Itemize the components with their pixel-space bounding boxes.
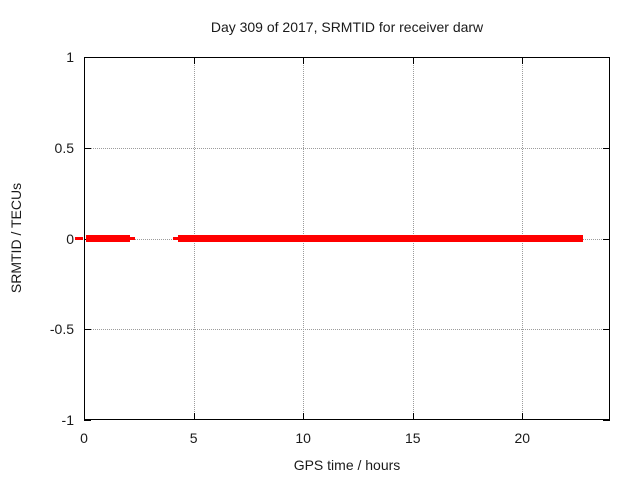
- y-tick-right: [603, 238, 610, 240]
- data-line-segment: [177, 235, 583, 242]
- y-tick-left: [84, 147, 91, 149]
- y-tick-left: [84, 420, 91, 421]
- x-tick-label: 15: [405, 430, 421, 446]
- y-tick-right: [603, 147, 610, 149]
- x-tick-label: 20: [514, 430, 531, 446]
- y-tick-label: 0: [66, 230, 74, 247]
- y-tick-left: [84, 329, 91, 331]
- x-tick-bottom: [412, 413, 414, 420]
- data-line-sparse-mark: [130, 237, 135, 240]
- y-tick-left: [84, 57, 91, 58]
- x-axis-label: GPS time / hours: [293, 457, 401, 473]
- data-line-sparse-mark: [173, 237, 178, 240]
- x-tick-bottom: [522, 413, 524, 420]
- y-tick-label: 1: [66, 49, 74, 65]
- y-tick-right: [603, 329, 610, 331]
- x-tick-top: [193, 57, 195, 64]
- x-tick-label: 10: [295, 430, 311, 446]
- x-tick-top: [522, 57, 524, 64]
- data-line-sparse-mark: [75, 237, 84, 240]
- x-tick-top: [412, 57, 414, 64]
- y-tick-label: -1: [61, 412, 74, 428]
- y-gridline: [84, 329, 610, 331]
- x-tick-bottom: [303, 413, 305, 420]
- x-tick-label: 5: [189, 430, 198, 446]
- y-tick-right: [603, 420, 610, 421]
- x-tick-top: [84, 57, 85, 64]
- data-line-segment: [85, 235, 130, 242]
- y-tick-label: 0.5: [54, 139, 74, 156]
- y-tick-right: [603, 57, 610, 58]
- chart-title: Day 309 of 2017, SRMTID for receiver dar…: [210, 19, 484, 35]
- y-tick-label: -0.5: [49, 321, 74, 338]
- x-tick-bottom: [193, 413, 195, 420]
- y-gridline: [84, 147, 610, 149]
- x-tick-top: [303, 57, 305, 64]
- x-tick-bottom: [84, 413, 85, 420]
- x-tick-label: 0: [80, 430, 88, 446]
